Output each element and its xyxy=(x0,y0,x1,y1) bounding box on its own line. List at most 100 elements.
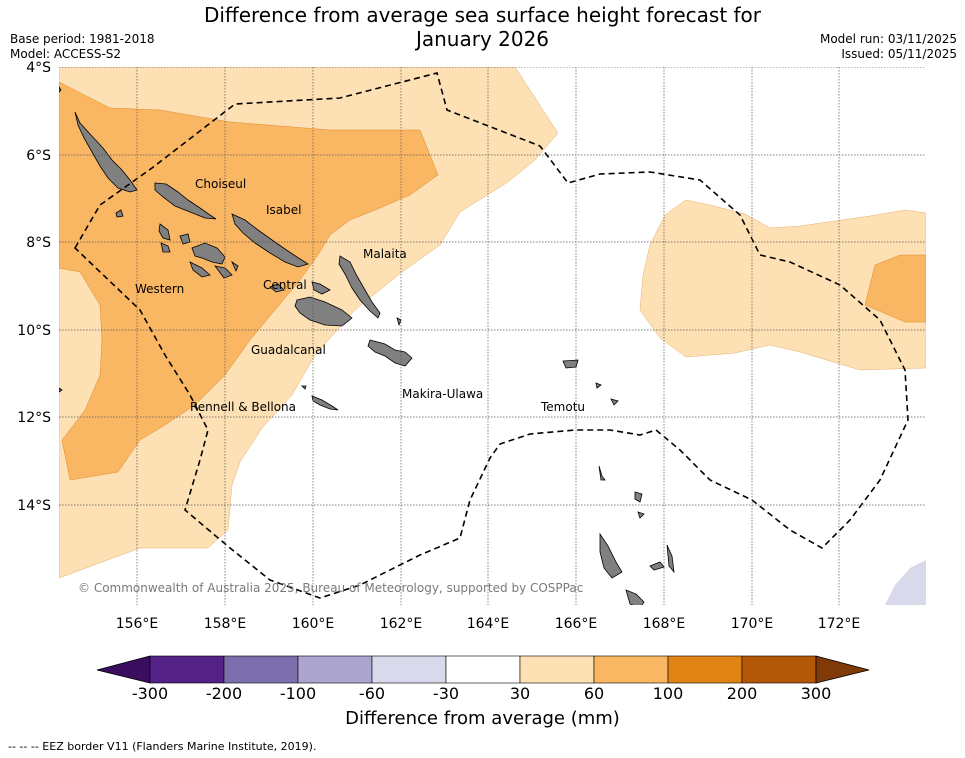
island-maewo xyxy=(666,544,675,574)
island-temotu-c xyxy=(610,398,619,406)
island-western-b xyxy=(160,242,171,253)
colorbar-bin xyxy=(445,655,521,684)
island-central xyxy=(269,283,285,293)
island-banks-a xyxy=(634,491,643,503)
map-plot-area: Choiseul Isabel Malaita Western Central … xyxy=(59,67,926,605)
province-label-malaita: Malaita xyxy=(363,247,407,261)
province-label-choiseul: Choiseul xyxy=(195,177,246,191)
lon-label-158e: 158°E xyxy=(204,616,247,632)
lon-label-160e: 160°E xyxy=(292,616,335,632)
title-line-2: January 2026 xyxy=(415,27,550,51)
lon-label-166e: 166°E xyxy=(555,616,598,632)
lon-label-172e: 172°E xyxy=(818,616,861,632)
island-choiseul xyxy=(74,111,138,193)
island-malaita xyxy=(338,255,381,319)
lat-grid-lines xyxy=(59,67,926,506)
lat-axis-labels: 4°S 6°S 8°S 10°S 12°S 14°S xyxy=(17,60,51,514)
island-espiritu-santo xyxy=(599,532,623,579)
colorbar-tick-label: -300 xyxy=(131,684,169,703)
colorbar-title: Difference from average (mm) xyxy=(345,708,620,729)
lat-label-8s: 8°S xyxy=(26,235,51,251)
colorbar-tick-label: 300 xyxy=(800,684,832,703)
island-western-e xyxy=(214,265,233,279)
island-western-edge-b xyxy=(59,387,63,393)
province-label-guadalcanal: Guadalcanal xyxy=(251,343,326,357)
colorbar-tick-label: -200 xyxy=(205,684,243,703)
island-western-f xyxy=(231,260,239,273)
colorbar-bin xyxy=(297,655,373,684)
lat-label-6s: 6°S xyxy=(26,148,51,164)
colorbar-bin xyxy=(741,655,817,684)
lon-label-168e: 168°E xyxy=(643,616,686,632)
colorbar-bin xyxy=(519,655,595,684)
island-malo xyxy=(625,589,645,605)
colorbar-extend-right xyxy=(815,655,870,684)
colorbar-extend-left xyxy=(96,655,151,684)
province-labels: Choiseul Isabel Malaita Western Central … xyxy=(135,177,585,414)
title-line-1: Difference from average sea surface heig… xyxy=(203,3,762,27)
lat-label-10s: 10°S xyxy=(17,323,51,339)
colorbar-bin xyxy=(371,655,447,684)
lon-label-164e: 164°E xyxy=(467,616,510,632)
lat-label-14s: 14°S xyxy=(17,498,51,514)
island-isabel xyxy=(154,182,217,220)
copyright-notice: © Commonwealth of Australia 2025, Bureau… xyxy=(78,581,583,595)
colorbar-bin xyxy=(667,655,743,684)
colorbar-bin xyxy=(149,655,225,684)
island-malaita-small xyxy=(396,317,402,327)
island-florida xyxy=(311,281,331,295)
island-western-d xyxy=(189,261,211,278)
anomaly-region-neg30-neg60 xyxy=(885,560,926,605)
island-bellona xyxy=(301,385,307,390)
colorbar-bin xyxy=(593,655,669,684)
meta-left: Base period: 1981-2018 Model: ACCESS-S2 xyxy=(10,32,155,62)
island-western-edge-a xyxy=(59,86,62,93)
colorbar-tick-label: 200 xyxy=(726,684,758,703)
colorbar-tick-label: 30 xyxy=(509,684,531,703)
land-masses xyxy=(59,86,675,605)
lon-label-162e: 162°E xyxy=(380,616,423,632)
island-western-a xyxy=(158,223,171,241)
lon-label-170e: 170°E xyxy=(731,616,774,632)
island-ambae xyxy=(649,561,665,571)
island-makira xyxy=(367,339,413,367)
colorbar-tick-label: 60 xyxy=(583,684,605,703)
lat-label-12s: 12°S xyxy=(17,410,51,426)
colorbar-bins xyxy=(149,655,817,684)
province-label-makira-ulawa: Makira-Ulawa xyxy=(402,387,483,401)
anomaly-region-60-100-west xyxy=(59,81,439,481)
anomaly-region-60-100-east xyxy=(864,254,926,323)
island-western-c xyxy=(179,233,191,245)
island-banks-c xyxy=(598,465,606,481)
lon-label-156e: 156°E xyxy=(116,616,159,632)
meta-right: Model run: 03/11/2025 Issued: 05/11/2025 xyxy=(820,32,957,62)
lon-grid-lines xyxy=(136,67,840,605)
eez-legend-note: -- -- -- EEZ border V11 (Flanders Marine… xyxy=(8,740,317,753)
island-banks-b xyxy=(637,511,645,519)
lon-axis-labels: 156°E 158°E 160°E 162°E 164°E 166°E 168°… xyxy=(116,616,861,632)
island-guadalcanal xyxy=(294,296,353,327)
anomaly-region-30-60-east xyxy=(639,199,926,371)
island-rennell xyxy=(311,395,339,411)
colorbar-tick-label: -30 xyxy=(432,684,460,703)
map-title: Difference from average sea surface heig… xyxy=(0,3,965,51)
island-shortland xyxy=(115,209,124,218)
issued-date: Issued: 05/11/2025 xyxy=(841,47,957,61)
colorbar-tick-label: 100 xyxy=(652,684,684,703)
colorbar xyxy=(96,655,870,684)
model-run: Model run: 03/11/2025 xyxy=(819,32,957,46)
base-period: Base period: 1981-2018 xyxy=(10,32,155,46)
province-label-isabel: Isabel xyxy=(266,203,301,217)
province-label-central: Central xyxy=(263,278,307,292)
colorbar-tick-label: -100 xyxy=(279,684,317,703)
model-name: Model: ACCESS-S2 xyxy=(10,47,122,61)
island-new-georgia xyxy=(191,242,226,265)
lat-label-4s: 4°S xyxy=(26,60,51,76)
province-label-temotu: Temotu xyxy=(540,400,585,414)
island-temotu-b xyxy=(595,382,602,389)
colorbar-bin xyxy=(223,655,299,684)
province-label-rennell-bellona: Rennell & Bellona xyxy=(190,400,296,414)
colorbar-tick-label: -60 xyxy=(358,684,386,703)
island-santa-isabel xyxy=(231,213,309,268)
